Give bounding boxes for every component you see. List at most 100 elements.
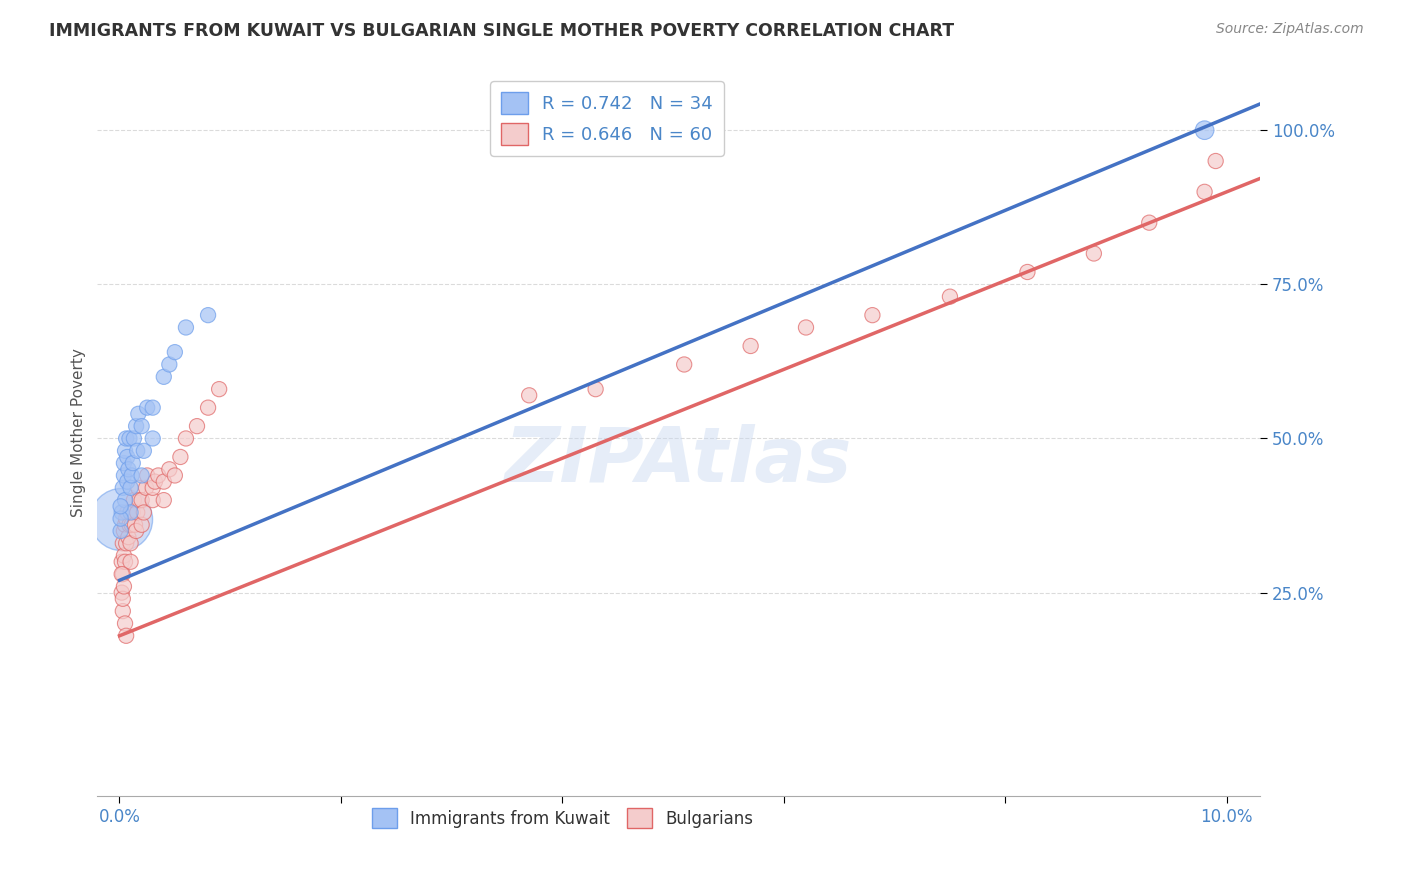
Point	[117, 475, 139, 489]
Y-axis label: Single Mother Poverty: Single Mother Poverty	[72, 348, 86, 516]
Point	[152, 475, 174, 489]
Point	[174, 320, 197, 334]
Point	[148, 468, 170, 483]
Point	[1137, 216, 1160, 230]
Point	[118, 432, 141, 446]
Point	[127, 443, 149, 458]
Point	[197, 308, 219, 322]
Point	[163, 468, 186, 483]
Point	[112, 524, 135, 538]
Point	[132, 506, 155, 520]
Point	[939, 290, 962, 304]
Point	[1194, 123, 1216, 137]
Point	[122, 432, 145, 446]
Point	[120, 555, 142, 569]
Text: ZIPAtlas: ZIPAtlas	[505, 425, 852, 499]
Point	[114, 493, 136, 508]
Point	[128, 493, 150, 508]
Point	[122, 493, 145, 508]
Point	[121, 468, 143, 483]
Point	[142, 481, 165, 495]
Point	[111, 481, 134, 495]
Text: Source: ZipAtlas.com: Source: ZipAtlas.com	[1216, 22, 1364, 37]
Point	[115, 629, 138, 643]
Point	[111, 567, 134, 582]
Point	[120, 506, 142, 520]
Point	[120, 481, 142, 495]
Point	[131, 419, 153, 434]
Point	[115, 536, 138, 550]
Point	[112, 468, 135, 483]
Point	[112, 456, 135, 470]
Point	[740, 339, 762, 353]
Text: IMMIGRANTS FROM KUWAIT VS BULGARIAN SINGLE MOTHER POVERTY CORRELATION CHART: IMMIGRANTS FROM KUWAIT VS BULGARIAN SING…	[49, 22, 955, 40]
Point	[121, 506, 143, 520]
Point	[174, 432, 197, 446]
Point	[794, 320, 817, 334]
Point	[136, 468, 159, 483]
Point	[110, 511, 132, 525]
Point	[111, 567, 134, 582]
Point	[197, 401, 219, 415]
Point	[117, 450, 139, 464]
Point	[1083, 246, 1105, 260]
Point	[143, 475, 166, 489]
Point	[131, 517, 153, 532]
Point	[169, 450, 191, 464]
Point	[111, 591, 134, 606]
Point	[117, 506, 139, 520]
Point	[152, 369, 174, 384]
Legend: Immigrants from Kuwait, Bulgarians: Immigrants from Kuwait, Bulgarians	[366, 801, 759, 835]
Point	[120, 536, 142, 550]
Point	[121, 517, 143, 532]
Point	[114, 616, 136, 631]
Point	[118, 517, 141, 532]
Point	[120, 506, 142, 520]
Point	[1017, 265, 1039, 279]
Point	[127, 407, 149, 421]
Point	[208, 382, 231, 396]
Point	[110, 524, 132, 538]
Point	[860, 308, 883, 322]
Point	[186, 419, 208, 434]
Point	[111, 555, 134, 569]
Point	[115, 511, 138, 525]
Point	[673, 358, 696, 372]
Point	[110, 500, 132, 514]
Point	[142, 432, 165, 446]
Point	[117, 530, 139, 544]
Point	[114, 517, 136, 532]
Point	[132, 443, 155, 458]
Point	[127, 506, 149, 520]
Point	[114, 443, 136, 458]
Point	[585, 382, 607, 396]
Point	[1194, 185, 1216, 199]
Point	[163, 345, 186, 359]
Point	[157, 462, 180, 476]
Point	[117, 462, 139, 476]
Point	[111, 506, 134, 520]
Point	[131, 468, 153, 483]
Point	[125, 524, 148, 538]
Point	[157, 358, 180, 372]
Point	[111, 585, 134, 599]
Point	[142, 401, 165, 415]
Point	[124, 517, 146, 532]
Point	[152, 493, 174, 508]
Point	[112, 549, 135, 563]
Point	[1205, 154, 1227, 169]
Point	[115, 432, 138, 446]
Point	[110, 511, 132, 525]
Point	[121, 456, 143, 470]
Point	[127, 481, 149, 495]
Point	[136, 401, 159, 415]
Point	[135, 481, 157, 495]
Point	[114, 555, 136, 569]
Point	[517, 388, 540, 402]
Point	[111, 604, 134, 618]
Point	[142, 493, 165, 508]
Point	[125, 419, 148, 434]
Point	[111, 536, 134, 550]
Point	[131, 493, 153, 508]
Point	[112, 579, 135, 593]
